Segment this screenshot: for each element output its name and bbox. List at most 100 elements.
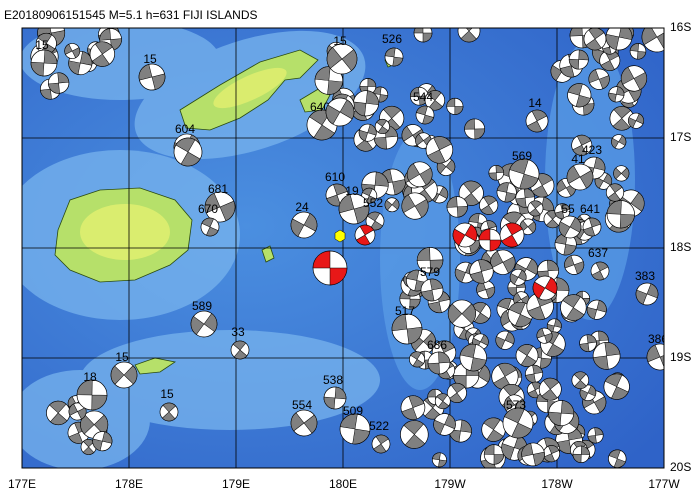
focal-mechanism	[491, 362, 519, 390]
depth-label: 425	[645, 12, 665, 26]
ball-quadrant	[401, 395, 425, 420]
ball-quadrant	[480, 195, 497, 215]
ball-quadrant	[190, 313, 218, 335]
depth-label: 640	[310, 100, 330, 114]
ball-quadrant	[92, 431, 113, 451]
depth-label: 18	[83, 370, 97, 384]
ball-quadrant	[646, 344, 664, 370]
focal-mechanism	[452, 222, 478, 248]
ball-quadrant	[420, 278, 444, 302]
focal-mechanism	[608, 449, 627, 468]
ball-quadrant	[110, 365, 138, 385]
focal-mechanism	[627, 112, 645, 129]
ball-quadrant	[76, 379, 108, 411]
focal-mechanism	[568, 49, 589, 70]
ball-quadrant	[541, 377, 560, 401]
depth-label: 681	[208, 182, 228, 196]
focal-mechanism	[230, 340, 250, 360]
ball-quadrant	[427, 136, 452, 164]
focal-mechanism	[339, 413, 371, 445]
ball-quadrant	[391, 313, 423, 345]
focal-mechanism	[571, 371, 590, 390]
focal-mechanism	[564, 254, 585, 275]
focal-mechanism	[446, 196, 468, 218]
ball-quadrant	[232, 340, 248, 360]
focal-mechanism	[314, 66, 344, 95]
map-frame	[21, 27, 665, 469]
lon-label: 177E	[8, 477, 36, 491]
focal-mechanism	[64, 43, 81, 59]
ball-quadrant	[635, 283, 659, 305]
ball-quadrant	[138, 64, 166, 90]
focal-mechanism	[507, 301, 533, 328]
focal-mechanism	[138, 63, 166, 91]
focal-mechanism	[548, 400, 575, 427]
focal-mechanism	[400, 395, 426, 420]
focal-mechanism	[567, 83, 592, 108]
focal-mechanism	[374, 118, 390, 135]
focal-mechanism	[478, 228, 502, 252]
ball-quadrant	[605, 28, 633, 51]
focal-mechanism	[509, 268, 527, 286]
depth-label: 15	[35, 38, 49, 52]
ball-quadrant	[326, 46, 358, 72]
depth-label: 15	[115, 350, 129, 364]
ball-quadrant	[508, 301, 532, 327]
focal-mechanism	[46, 400, 71, 426]
focal-mechanism	[560, 294, 587, 321]
depth-label: 15	[586, 14, 600, 28]
focal-mechanism	[515, 188, 535, 208]
focal-mechanism	[92, 431, 113, 452]
depth-label: 33	[231, 325, 245, 339]
ball-quadrant	[376, 119, 389, 134]
ball-quadrant	[604, 373, 629, 400]
ball-quadrant	[562, 294, 585, 321]
ball-quadrant	[567, 83, 591, 108]
focal-mechanism	[572, 445, 590, 463]
ball-quadrant	[573, 371, 587, 389]
focal-mechanism	[583, 28, 607, 51]
lon-label: 179W	[434, 477, 466, 491]
depth-label: 41	[571, 152, 585, 166]
ball-quadrant	[459, 343, 487, 372]
ball-quadrant	[323, 386, 347, 410]
focal-mechanism	[424, 90, 446, 111]
ball-quadrant	[30, 49, 58, 77]
focal-mechanism	[290, 211, 318, 239]
depth-label: 641	[580, 202, 600, 216]
focal-mechanism	[413, 28, 433, 43]
focal-mechanism	[635, 282, 659, 306]
focal-mechanism	[608, 86, 625, 103]
focal-mechanism	[325, 97, 355, 127]
ball-quadrant	[629, 43, 647, 60]
depth-label: 526	[382, 32, 402, 46]
ball-quadrant	[48, 72, 70, 94]
map-body: 10 12 15 15 526 15 31 425 544 14 604 681 670 610 24 19 5…	[22, 12, 665, 468]
depth-label: 15	[333, 34, 347, 48]
ball-quadrant	[608, 449, 626, 468]
depth-label: 604	[175, 122, 195, 136]
focal-mechanism	[312, 250, 348, 286]
focal-mechanism	[641, 28, 664, 53]
focal-mechanism	[415, 105, 435, 125]
ball-quadrant	[548, 400, 575, 426]
ball-quadrant	[591, 261, 609, 281]
depth-label: 579	[420, 265, 440, 279]
depth-label: 573	[506, 398, 526, 412]
lat-label: 19S	[670, 350, 691, 364]
focal-mechanism	[47, 72, 70, 94]
ball-quadrant	[495, 331, 515, 350]
depth-label: 544	[413, 90, 433, 104]
ball-quadrant	[592, 342, 621, 370]
focal-mechanism	[354, 224, 376, 246]
depth-label: 517	[395, 304, 415, 318]
lon-label: 180E	[329, 477, 357, 491]
focal-mechanism	[400, 420, 429, 449]
focal-mechanism	[495, 330, 515, 350]
ball-quadrant	[521, 442, 545, 466]
focal-mechanism	[30, 49, 58, 77]
ball-quadrant	[384, 198, 400, 211]
focal-mechanism	[582, 217, 602, 237]
lat-label: 20S	[670, 460, 691, 474]
